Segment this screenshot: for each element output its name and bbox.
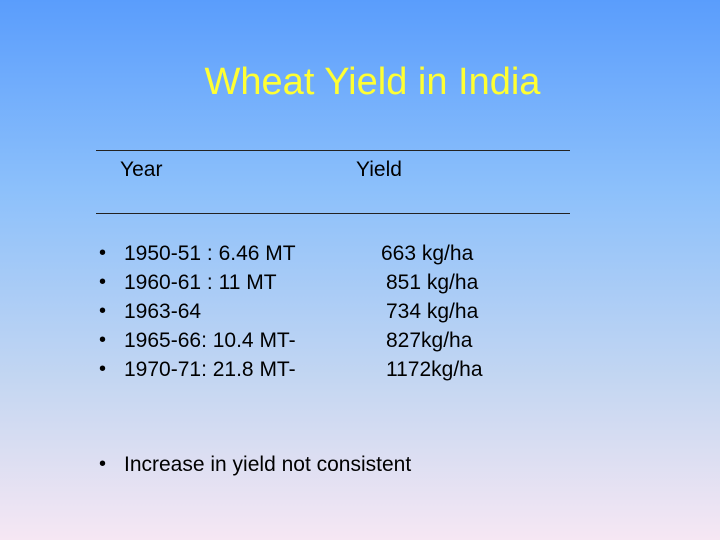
period-text: 1960-61 : 11 MT bbox=[124, 271, 277, 294]
yield-value: 663 kg/ha bbox=[381, 242, 474, 265]
period-text: 1970-71: 21.8 MT- bbox=[124, 358, 296, 381]
list-item: • 1970-71: 21.8 MT- 1172kg/ha bbox=[0, 355, 720, 384]
list-item: • 1965-66: 10.4 MT- 827kg/ha bbox=[0, 326, 720, 355]
yield-value: 827kg/ha bbox=[386, 329, 473, 352]
yield-value: 851 kg/ha bbox=[386, 271, 479, 294]
yield-value: 734 kg/ha bbox=[386, 300, 479, 323]
yield-value: 1172kg/ha bbox=[386, 358, 483, 381]
column-header-yield: Yield bbox=[356, 158, 402, 181]
bullet-icon: • bbox=[99, 453, 107, 475]
header-rule-top bbox=[96, 150, 570, 151]
note-text: Increase in yield not consistent bbox=[124, 453, 412, 476]
list-item: • 1963-64 734 kg/ha bbox=[0, 297, 720, 326]
yield-list: • 1950-51 : 6.46 MT 663 kg/ha • 1960-61 … bbox=[0, 239, 720, 384]
list-item: • 1960-61 : 11 MT 851 kg/ha bbox=[0, 268, 720, 297]
period-text: 1950-51 : 6.46 MT bbox=[124, 242, 296, 265]
note-item: • Increase in yield not consistent bbox=[0, 450, 720, 479]
header-rule-bottom bbox=[96, 213, 570, 214]
slide-title: Wheat Yield in India bbox=[204, 61, 541, 103]
period-text: 1965-66: 10.4 MT- bbox=[124, 329, 296, 352]
bullet-icon: • bbox=[99, 242, 107, 264]
bullet-icon: • bbox=[99, 300, 107, 322]
list-item: • 1950-51 : 6.46 MT 663 kg/ha bbox=[0, 239, 720, 268]
bullet-icon: • bbox=[99, 271, 107, 293]
period-text: 1963-64 bbox=[124, 300, 202, 323]
bullet-icon: • bbox=[99, 329, 107, 351]
column-header-year: Year bbox=[120, 158, 163, 181]
bullet-icon: • bbox=[99, 358, 107, 380]
